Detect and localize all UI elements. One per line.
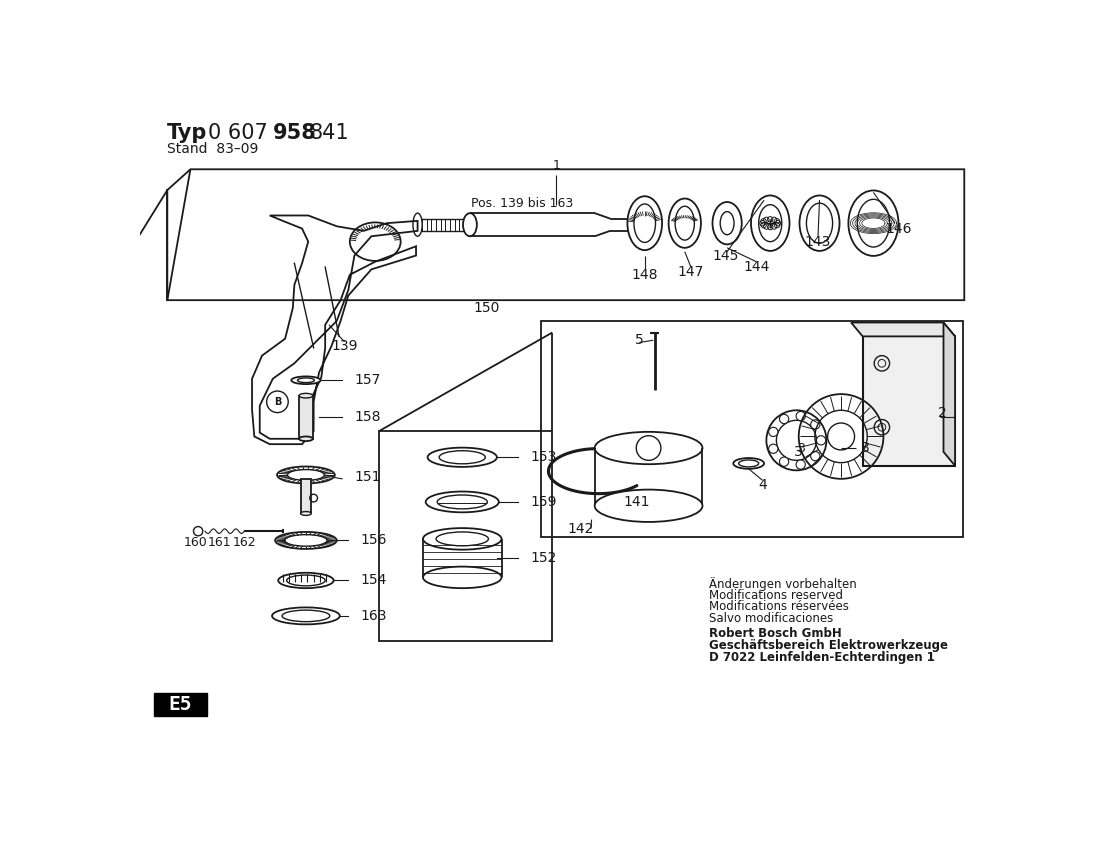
- Ellipse shape: [277, 466, 335, 483]
- Ellipse shape: [464, 213, 477, 236]
- Ellipse shape: [595, 431, 702, 464]
- Ellipse shape: [423, 567, 502, 588]
- Text: 158: 158: [355, 410, 381, 424]
- Ellipse shape: [279, 573, 334, 588]
- Ellipse shape: [427, 448, 497, 467]
- Text: B: B: [274, 397, 281, 407]
- Ellipse shape: [628, 196, 662, 250]
- Circle shape: [796, 411, 805, 420]
- Ellipse shape: [426, 492, 499, 513]
- Text: Modifications réservées: Modifications réservées: [709, 601, 849, 613]
- Text: 4: 4: [759, 478, 767, 492]
- Ellipse shape: [799, 195, 840, 251]
- Text: 958: 958: [273, 123, 317, 143]
- Text: Stand  83–09: Stand 83–09: [167, 141, 259, 156]
- Text: 153: 153: [530, 450, 556, 464]
- Text: Typ: Typ: [167, 123, 208, 143]
- Text: Robert Bosch GmbH: Robert Bosch GmbH: [709, 628, 841, 640]
- Polygon shape: [944, 322, 955, 466]
- Ellipse shape: [595, 490, 702, 522]
- Text: Salvo modificaciones: Salvo modificaciones: [709, 612, 832, 625]
- Text: Geschäftsbereich Elektrowerkzeuge: Geschäftsbereich Elektrowerkzeuge: [709, 639, 948, 652]
- Polygon shape: [851, 322, 955, 337]
- Text: 3: 3: [861, 441, 870, 455]
- Text: 5: 5: [635, 333, 644, 347]
- Text: E5: E5: [168, 695, 193, 714]
- Ellipse shape: [275, 532, 337, 549]
- Text: 161: 161: [208, 536, 231, 549]
- Bar: [863, 337, 955, 466]
- Circle shape: [817, 436, 826, 445]
- Bar: [301, 479, 312, 514]
- Text: 151: 151: [355, 470, 381, 484]
- Text: 162: 162: [232, 536, 257, 549]
- Text: 157: 157: [355, 373, 381, 387]
- Ellipse shape: [272, 607, 340, 624]
- Bar: [541, 321, 962, 536]
- Ellipse shape: [423, 528, 502, 550]
- Ellipse shape: [751, 195, 789, 251]
- Text: 0 607: 0 607: [208, 123, 268, 143]
- Text: 3: 3: [794, 445, 803, 459]
- Text: 156: 156: [361, 534, 388, 547]
- Text: 144: 144: [743, 260, 770, 274]
- Text: 154: 154: [361, 574, 386, 587]
- Ellipse shape: [413, 213, 422, 236]
- Text: Modifications reserved: Modifications reserved: [709, 589, 842, 602]
- Bar: [299, 396, 313, 439]
- Text: 139: 139: [331, 339, 358, 354]
- Text: Pos. 139 bis 163: Pos. 139 bis 163: [471, 196, 574, 210]
- Ellipse shape: [299, 393, 313, 398]
- Text: D 7022 Leinfelden-Echterdingen 1: D 7022 Leinfelden-Echterdingen 1: [709, 651, 935, 663]
- Text: 145: 145: [712, 249, 739, 262]
- Text: Änderungen vorbehalten: Änderungen vorbehalten: [709, 577, 857, 591]
- Circle shape: [780, 457, 788, 466]
- Ellipse shape: [299, 437, 313, 441]
- Text: 2: 2: [938, 406, 947, 420]
- Text: 160: 160: [184, 536, 208, 549]
- Ellipse shape: [301, 512, 312, 515]
- Text: 142: 142: [568, 522, 595, 536]
- Text: 159: 159: [530, 495, 556, 509]
- Circle shape: [780, 415, 788, 424]
- Text: 141: 141: [624, 495, 651, 509]
- Text: 3: 3: [797, 442, 805, 454]
- Circle shape: [796, 460, 805, 470]
- Text: 143: 143: [805, 234, 831, 249]
- Text: 163: 163: [361, 609, 388, 623]
- Circle shape: [768, 427, 778, 437]
- Text: 148: 148: [632, 268, 658, 282]
- Text: 147: 147: [678, 266, 705, 279]
- Ellipse shape: [712, 202, 742, 244]
- Ellipse shape: [849, 190, 898, 255]
- Text: 1: 1: [553, 159, 560, 173]
- Text: 146: 146: [885, 222, 912, 235]
- Text: 150: 150: [473, 301, 500, 315]
- Ellipse shape: [292, 376, 320, 384]
- Circle shape: [810, 420, 820, 429]
- Text: 841: 841: [309, 123, 349, 143]
- Circle shape: [768, 444, 778, 453]
- Text: 152: 152: [530, 551, 556, 565]
- Ellipse shape: [668, 199, 701, 248]
- Bar: [154, 693, 207, 716]
- Circle shape: [810, 452, 820, 461]
